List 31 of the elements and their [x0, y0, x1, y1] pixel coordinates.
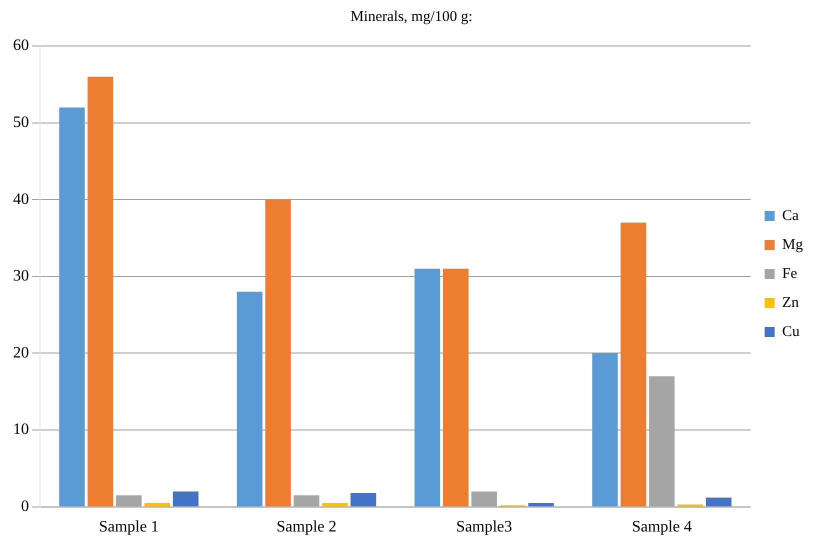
bar [59, 107, 85, 506]
legend-label: Mg [782, 236, 804, 253]
bar [88, 76, 114, 506]
x-tick-label: Sample 4 [632, 518, 692, 536]
bar [442, 268, 469, 506]
bar [350, 492, 376, 506]
y-tick-label: 30 [13, 268, 29, 285]
y-tick-label: 20 [13, 344, 29, 362]
x-tick-label: Sample 2 [276, 518, 336, 536]
y-tick-label: 50 [13, 114, 29, 132]
y-tick-label: 40 [13, 190, 29, 208]
bar [620, 222, 646, 506]
y-tick-label: 10 [13, 421, 29, 438]
bar [144, 502, 170, 506]
legend-label: Zn [782, 294, 800, 311]
bar [322, 502, 348, 506]
bar [592, 353, 618, 506]
y-tick-label: 0 [21, 498, 29, 516]
x-tick-label: Sample3 [456, 518, 512, 536]
bar [528, 502, 554, 506]
bar [172, 491, 198, 506]
x-tick-label: Sample 1 [98, 518, 159, 536]
legend-label: Fe [782, 266, 798, 282]
y-tick-label: 60 [13, 37, 29, 54]
bar [265, 200, 291, 506]
bar [706, 498, 732, 506]
legend-label: Cu [782, 324, 800, 340]
chart-title: Minerals, mg/100 g: [350, 8, 473, 25]
legend-label: Ca [782, 208, 800, 224]
bar [414, 268, 440, 506]
bar [236, 292, 262, 506]
